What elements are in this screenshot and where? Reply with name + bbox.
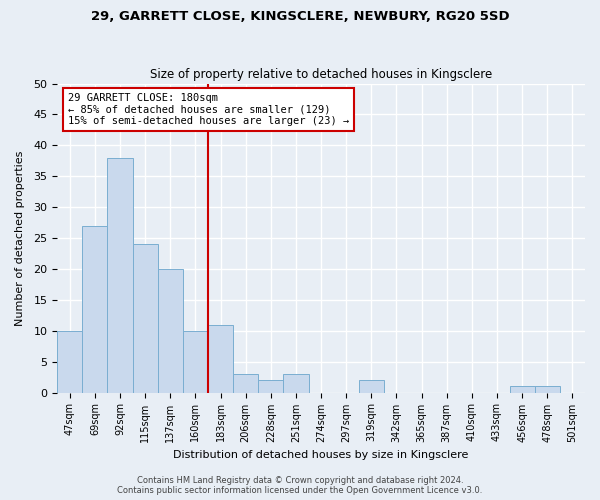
Bar — [509, 386, 535, 392]
Bar — [283, 374, 308, 392]
Bar — [258, 380, 283, 392]
X-axis label: Distribution of detached houses by size in Kingsclere: Distribution of detached houses by size … — [173, 450, 469, 460]
Bar — [359, 380, 384, 392]
Bar — [233, 374, 258, 392]
Bar — [57, 331, 82, 392]
Bar — [208, 324, 233, 392]
Bar — [535, 386, 560, 392]
Y-axis label: Number of detached properties: Number of detached properties — [15, 150, 25, 326]
Bar — [82, 226, 107, 392]
Bar — [107, 158, 133, 392]
Title: Size of property relative to detached houses in Kingsclere: Size of property relative to detached ho… — [150, 68, 492, 81]
Bar — [133, 244, 158, 392]
Bar — [183, 331, 208, 392]
Text: 29, GARRETT CLOSE, KINGSCLERE, NEWBURY, RG20 5SD: 29, GARRETT CLOSE, KINGSCLERE, NEWBURY, … — [91, 10, 509, 23]
Bar — [158, 269, 183, 392]
Text: 29 GARRETT CLOSE: 180sqm
← 85% of detached houses are smaller (129)
15% of semi-: 29 GARRETT CLOSE: 180sqm ← 85% of detach… — [68, 93, 349, 126]
Text: Contains HM Land Registry data © Crown copyright and database right 2024.
Contai: Contains HM Land Registry data © Crown c… — [118, 476, 482, 495]
